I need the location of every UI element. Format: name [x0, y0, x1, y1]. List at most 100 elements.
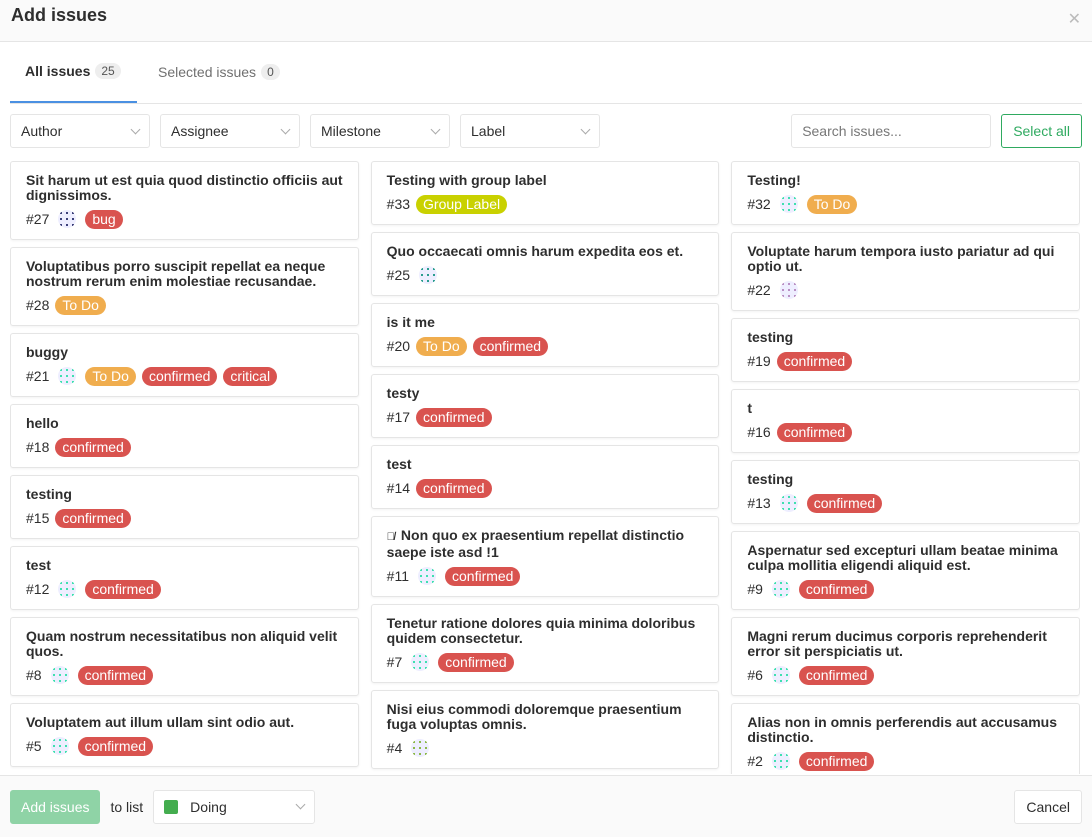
label-badge: confirmed — [776, 351, 853, 371]
select-all-button[interactable]: Select all — [1001, 114, 1082, 148]
issue-card[interactable]: testy #17 confirmed — [370, 374, 720, 438]
avatar — [411, 739, 430, 757]
issue-title-text: testing — [747, 329, 794, 345]
tabs: All issues 25 Selected issues 0 — [10, 42, 1082, 104]
issue-card[interactable]: testing #13 confirmed — [731, 460, 1080, 524]
cancel-button[interactable]: Cancel — [1014, 789, 1082, 824]
avatar — [50, 666, 69, 684]
label-badge: confirmed — [798, 665, 875, 685]
issue-title-text: Voluptate harum tempora iusto pariatur a… — [747, 243, 1055, 274]
issue-title: Voluptate harum tempora iusto pariatur a… — [747, 244, 1064, 274]
issue-title-text: test — [26, 557, 51, 573]
issue-card[interactable]: Aspernatur sed excepturi ullam beatae mi… — [731, 531, 1080, 610]
list-color-swatch — [164, 799, 179, 814]
label-dropdown[interactable]: Label — [460, 114, 600, 148]
issue-title-text: Aspernatur sed excepturi ullam beatae mi… — [747, 542, 1058, 573]
issue-title: Testing with group label — [387, 173, 704, 188]
issue-card[interactable]: hello #18 confirmed — [10, 404, 359, 468]
issue-card[interactable]: Nisi eius commodi doloremque praesentium… — [370, 690, 720, 769]
issue-title: testy — [387, 386, 704, 401]
close-icon[interactable]: ✕ — [1067, 10, 1081, 28]
modal-footer: Add issues to list Doing Cancel — [0, 775, 1092, 837]
issue-card[interactable]: Voluptatibus porro suscipit repellat ea … — [10, 247, 359, 326]
issue-id: #4 — [386, 740, 403, 756]
tab-selected-issues[interactable]: Selected issues 0 — [143, 41, 295, 103]
issue-title: t — [747, 401, 1064, 416]
issue-card[interactable]: t #16 confirmed — [731, 389, 1080, 453]
issue-card[interactable]: testing #19 confirmed — [731, 318, 1080, 382]
assignee-dropdown[interactable]: Assignee — [160, 114, 300, 148]
list-dropdown[interactable]: Doing — [153, 789, 316, 824]
issue-list[interactable]: Sit harum ut est quia quod distinctio of… — [10, 161, 1080, 774]
issue-card[interactable]: Magni rerum ducimus corporis reprehender… — [731, 617, 1080, 696]
issue-id: #9 — [747, 581, 763, 597]
issue-title: Quo occaecati omnis harum expedita eos e… — [387, 244, 704, 259]
search-input[interactable] — [791, 114, 992, 148]
issue-id: #19 — [747, 353, 771, 369]
issue-title: Aspernatur sed excepturi ullam beatae mi… — [747, 543, 1064, 573]
issue-title: buggy — [26, 345, 343, 360]
issue-card[interactable]: test #14 confirmed — [370, 445, 720, 509]
list-name: Doing — [190, 798, 227, 815]
issue-title: hello — [26, 416, 343, 431]
avatar — [411, 653, 430, 671]
issue-column: Testing with group label #33 Group Label Qu… — [370, 161, 720, 774]
eye-slash-icon: 👁̸ — [386, 531, 395, 543]
issue-card[interactable]: 👁̸ Non quo ex praesentium repellat distin… — [370, 516, 720, 597]
milestone-dropdown[interactable]: Milestone — [310, 114, 450, 148]
issue-card[interactable]: Testing! #32 To Do — [731, 161, 1080, 225]
label-badge: Group Label — [416, 194, 508, 214]
issue-card[interactable]: Testing with group label #33 Group Label — [370, 161, 720, 225]
issue-title-text: test — [386, 456, 412, 472]
issue-card[interactable]: buggy #21 To Do confirmed critical — [10, 333, 359, 397]
modal-title: Add issues — [11, 5, 108, 25]
add-issues-button[interactable]: Add issues — [10, 789, 101, 824]
chevron-down-icon — [295, 799, 306, 810]
chevron-down-icon — [430, 124, 441, 134]
issue-card[interactable]: Quo occaecati omnis harum expedita eos e… — [370, 232, 720, 296]
label-badge: bug — [85, 209, 123, 229]
issue-title-text: Nisi eius commodi doloremque praesentium… — [386, 701, 682, 732]
avatar — [779, 281, 798, 299]
modal-header: Add issues ✕ — [0, 0, 1092, 42]
issue-meta: #25 — [387, 265, 704, 285]
issue-id: #22 — [747, 282, 771, 298]
label-badge: confirmed — [55, 508, 131, 528]
issue-id: #15 — [26, 510, 50, 526]
author-dropdown[interactable]: Author — [10, 114, 150, 148]
to-list-label: to list — [110, 798, 144, 815]
label-badge: confirmed — [798, 751, 875, 771]
dropdown-label: Assignee — [171, 123, 229, 139]
issue-title: test — [387, 457, 704, 472]
issue-title-text: Non quo ex praesentium repellat distinct… — [386, 527, 685, 560]
issue-meta: #2 confirmed — [747, 751, 1064, 771]
issue-title: testing — [747, 472, 1064, 487]
issue-title-text: Alias non in omnis perferendis aut accus… — [747, 714, 1057, 745]
issue-card[interactable]: Voluptatem aut illum ullam sint odio aut… — [10, 703, 359, 767]
issue-id: #11 — [386, 568, 409, 584]
issue-card[interactable]: Alias non in omnis perferendis aut accus… — [731, 703, 1080, 774]
label-badge: confirmed — [77, 665, 154, 685]
issue-card[interactable]: test #12 confirmed — [10, 546, 359, 610]
issue-title-text: Voluptatibus porro suscipit repellat ea … — [26, 258, 326, 289]
issue-meta: #21 To Do confirmed critical — [26, 366, 343, 386]
issue-column: Sit harum ut est quia quod distinctio of… — [10, 161, 359, 774]
label-badge: To Do — [416, 336, 467, 356]
issue-title-text: testy — [386, 385, 420, 401]
issue-card[interactable]: Sit harum ut est quia quod distinctio of… — [10, 161, 359, 240]
issue-card[interactable]: Quam nostrum necessitatibus non aliquid … — [10, 617, 359, 696]
issue-card[interactable]: testing #15 confirmed — [10, 475, 359, 539]
issue-title: Voluptatem aut illum ullam sint odio aut… — [26, 715, 343, 730]
label-badge: confirmed — [806, 493, 883, 513]
issue-card[interactable]: Voluptate harum tempora iusto pariatur a… — [731, 232, 1080, 311]
issue-id: #20 — [386, 338, 411, 354]
issue-card[interactable]: Tenetur ratione dolores quia minima dolo… — [370, 604, 720, 683]
issue-id: #18 — [26, 439, 50, 455]
issue-meta: #16 confirmed — [747, 422, 1064, 442]
tab-all-issues[interactable]: All issues 25 — [10, 41, 137, 103]
issue-meta: #32 To Do — [747, 194, 1064, 214]
label-badge: critical — [223, 366, 278, 386]
count-badge: 0 — [261, 64, 280, 80]
issue-card[interactable]: is it me #20 To Do confirmed — [370, 303, 720, 367]
issue-id: #28 — [26, 297, 50, 313]
